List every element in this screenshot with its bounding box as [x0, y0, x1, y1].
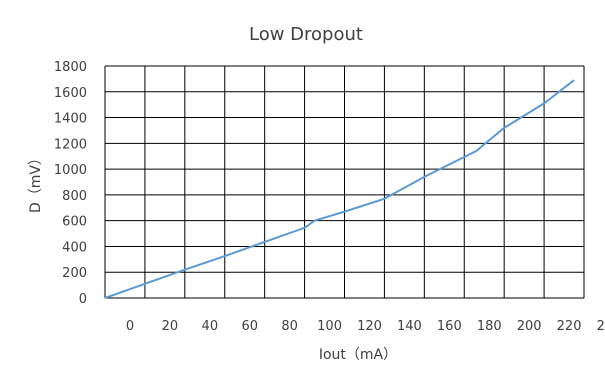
x-tick-label: 240 [597, 319, 605, 334]
x-tick-label: 120 [357, 319, 382, 334]
y-tick-label: 200 [62, 266, 87, 281]
y-tick-label: 1400 [54, 112, 87, 127]
y-tick-label: 1200 [54, 137, 87, 152]
series-line [104, 79, 575, 299]
y-tick-label: 600 [62, 215, 87, 230]
y-tick-label: 1600 [54, 86, 87, 101]
y-tick-label: 400 [62, 240, 87, 255]
y-tick-label: 800 [62, 189, 87, 204]
x-tick-label: 40 [202, 319, 219, 334]
grid [104, 65, 585, 299]
x-tick-label: 160 [437, 319, 462, 334]
x-tick-label: 180 [477, 319, 502, 334]
chart-title: Low Dropout [249, 24, 363, 45]
x-tick-label: 200 [517, 319, 542, 334]
x-tick-label: 20 [162, 319, 179, 334]
x-tick-label: 220 [557, 319, 582, 334]
y-tick-label: 0 [79, 292, 87, 307]
x-tick-label: 0 [126, 319, 134, 334]
x-tick-label: 80 [281, 319, 298, 334]
y-axis-ticks: 0 200 400 600 800 1000 1200 1400 1600 1800 [54, 60, 87, 307]
x-tick-label: 140 [397, 319, 422, 334]
x-tick-label: 60 [241, 319, 258, 334]
y-tick-label: 1000 [54, 163, 87, 178]
y-axis-label: D（mV） [28, 151, 44, 213]
y-tick-label: 1800 [54, 60, 87, 75]
x-tick-label: 100 [317, 319, 342, 334]
x-axis-label: Iout（mA） [319, 347, 397, 363]
x-axis-ticks: 0 20 40 60 80 100 120 140 160 180 200 220 240 [126, 319, 605, 334]
